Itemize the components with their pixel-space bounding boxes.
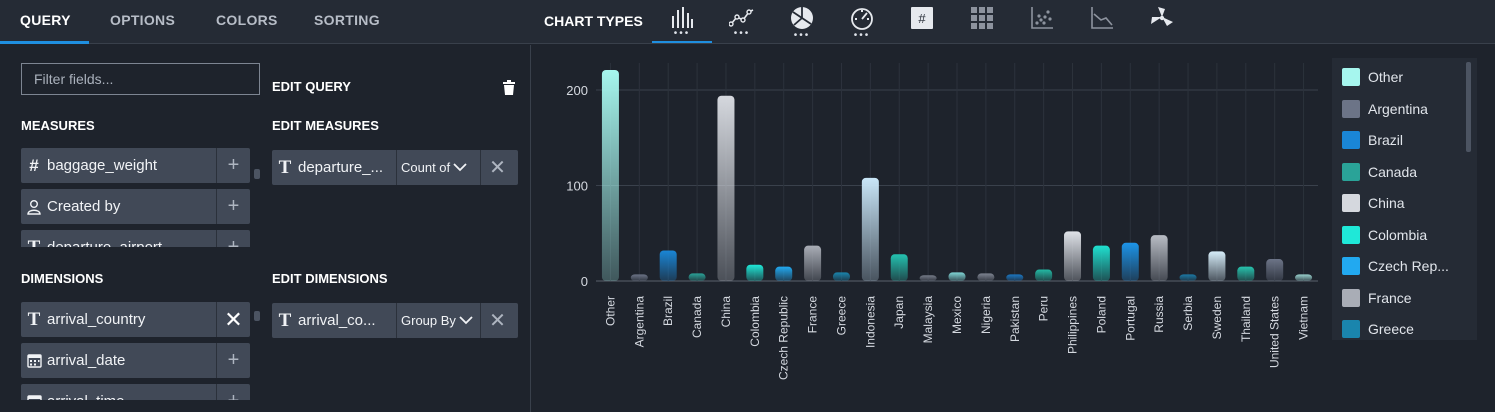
area-chart-icon[interactable]	[1082, 6, 1122, 42]
legend-label: Greece	[1368, 321, 1414, 337]
legend-item[interactable]: Czech Rep...	[1342, 256, 1449, 276]
legend-item[interactable]: Canada	[1342, 162, 1417, 182]
windmill-icon[interactable]	[1142, 6, 1182, 42]
edit-measure-item[interactable]: T departure_... Count of ✕	[272, 150, 518, 185]
text-field-icon: T	[27, 308, 41, 330]
legend-label: Colombia	[1368, 226, 1428, 243]
legend-item[interactable]: Greece	[1342, 319, 1414, 339]
legend-label: China	[1368, 195, 1405, 211]
line-chart-icon[interactable]: •••	[722, 6, 762, 42]
text-field-icon: T	[278, 309, 292, 331]
dimensions-scroll-handle[interactable]	[254, 311, 260, 321]
measure-field[interactable]: Created by +	[21, 189, 250, 224]
scatter-icon[interactable]	[1022, 6, 1062, 42]
query-panel: MEASURES # baggage_weight + Created by +…	[0, 45, 531, 412]
dimension-field[interactable]: arrival_time +	[21, 384, 250, 400]
legend-swatch	[1342, 68, 1360, 86]
measures-scroll-handle[interactable]	[254, 169, 260, 179]
trash-icon[interactable]	[503, 80, 515, 95]
dimension-field[interactable]: arrival_date +	[21, 343, 250, 378]
measures-list[interactable]: # baggage_weight + Created by + T depart…	[21, 148, 250, 247]
legend-swatch	[1342, 194, 1360, 212]
add-field-button[interactable]: +	[216, 148, 250, 183]
remove-dimension-button[interactable]: ✕	[480, 303, 514, 338]
edit-dimensions-title: EDIT DIMENSIONS	[272, 271, 388, 286]
legend-label: Other	[1368, 69, 1404, 85]
legend-swatch	[1342, 162, 1360, 181]
legend-scrollbar[interactable]	[1466, 62, 1471, 152]
remove-measure-button[interactable]: ✕	[480, 150, 514, 185]
tab-sorting[interactable]: SORTING	[314, 12, 380, 28]
number-icon[interactable]: #	[902, 6, 942, 42]
legend-item[interactable]: Other	[1342, 67, 1403, 87]
legend-label: Canada	[1368, 163, 1418, 180]
measure-field[interactable]: T departure_airport +	[21, 230, 250, 247]
aggregation-select[interactable]: Count of	[396, 150, 480, 185]
chevron-down-icon	[459, 316, 473, 325]
tab-colors[interactable]: COLORS	[216, 12, 278, 28]
text-field-icon: T	[278, 156, 292, 178]
edit-query-title: EDIT QUERY	[272, 79, 351, 94]
chart-types-label: CHART TYPES	[544, 13, 643, 29]
pie-chart-icon[interactable]: •••	[782, 6, 822, 42]
add-field-button[interactable]: +	[216, 189, 250, 224]
number-field-icon: #	[29, 155, 39, 175]
table-icon[interactable]	[962, 6, 1002, 42]
legend-label: Argentina	[1368, 100, 1428, 117]
edit-measure-name: departure_...	[298, 159, 384, 176]
legend-swatch	[1342, 257, 1360, 275]
legend-item[interactable]: Brazil	[1342, 130, 1403, 150]
edit-dimension-item[interactable]: T arrival_co... Group By ✕	[272, 303, 518, 338]
text-field-icon: T	[27, 236, 41, 248]
legend-label: Brazil	[1368, 132, 1404, 148]
add-field-button[interactable]: +	[216, 230, 250, 247]
gauge-icon[interactable]: •••	[842, 6, 882, 42]
legend-label: France	[1368, 289, 1412, 306]
bar-chart-icon[interactable]: •••	[662, 6, 702, 42]
legend-swatch	[1342, 320, 1360, 338]
calendar-icon	[21, 394, 47, 400]
dimensions-list[interactable]: T arrival_country ✕ arrival_date + arriv…	[21, 302, 250, 400]
legend-item[interactable]: Argentina	[1342, 99, 1428, 119]
edit-measures-title: EDIT MEASURES	[272, 118, 379, 133]
legend-swatch	[1342, 131, 1360, 149]
calendar-icon	[21, 353, 47, 368]
user-icon	[21, 199, 47, 215]
svg-text:#: #	[918, 11, 926, 26]
chart-legend: Other Argentina Brazil Canada China Colombia C…	[1332, 58, 1477, 340]
legend-item[interactable]: France	[1342, 288, 1412, 308]
measure-field[interactable]: # baggage_weight +	[21, 148, 250, 183]
active-tab-indicator	[0, 41, 89, 44]
remove-field-button[interactable]: ✕	[216, 302, 250, 337]
edit-dimension-name: arrival_co...	[298, 312, 376, 329]
top-bar: QUERY OPTIONS COLORS SORTING CHART TYPES…	[0, 0, 1495, 44]
add-field-button[interactable]: +	[216, 343, 250, 378]
measures-title: MEASURES	[21, 118, 95, 133]
legend-item[interactable]: China	[1342, 193, 1405, 213]
legend-swatch	[1342, 99, 1360, 118]
tab-options[interactable]: OPTIONS	[110, 12, 176, 28]
legend-item[interactable]: Colombia	[1342, 225, 1427, 245]
chevron-down-icon	[453, 163, 467, 172]
add-field-button[interactable]: +	[216, 384, 250, 400]
active-chart-type-indicator	[652, 41, 712, 43]
tab-query[interactable]: QUERY	[20, 12, 71, 28]
legend-swatch	[1342, 288, 1360, 307]
dimensions-title: DIMENSIONS	[21, 271, 104, 286]
filter-fields-input[interactable]	[21, 63, 260, 95]
dimension-field[interactable]: T arrival_country ✕	[21, 302, 250, 337]
legend-swatch	[1342, 225, 1360, 244]
group-by-select[interactable]: Group By	[396, 303, 480, 338]
legend-label: Czech Rep...	[1368, 258, 1449, 274]
